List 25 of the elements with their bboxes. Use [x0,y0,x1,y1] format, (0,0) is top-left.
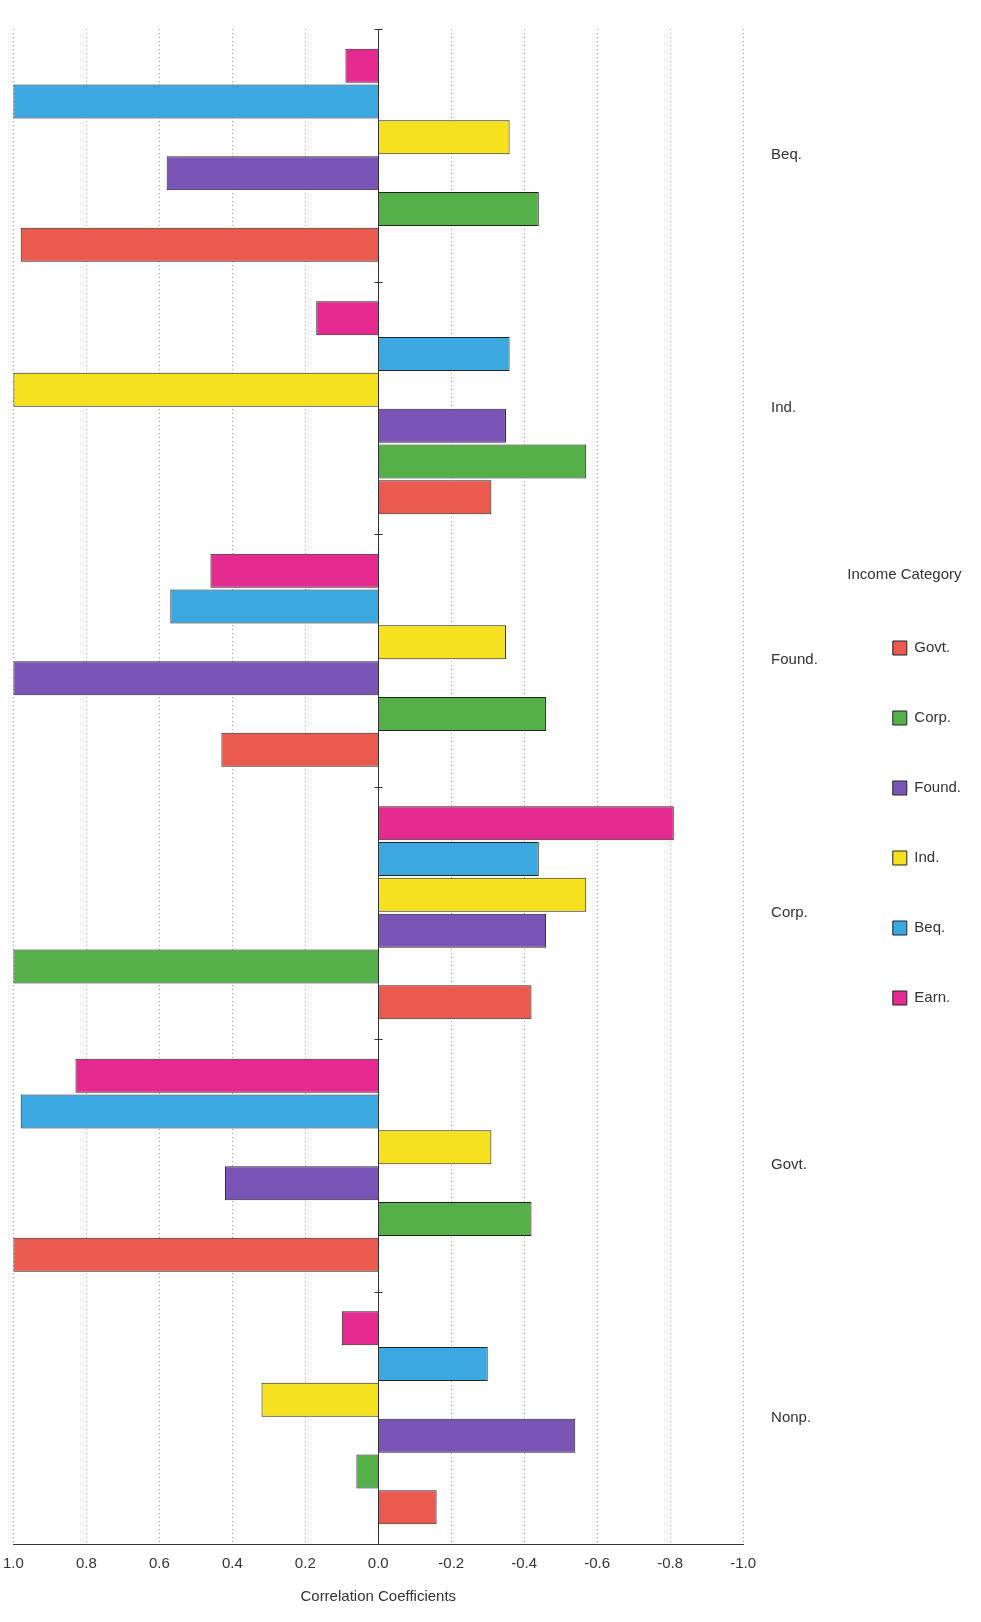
x-tick-label: 0.0 [367,1554,389,1572]
y-tick-label: Found. [771,650,818,668]
x-tick-label: 1.0 [3,1554,24,1572]
legend-label: Ind. [914,848,940,866]
x-tick-label: 0.6 [148,1554,170,1572]
x-tick-label: -0.8 [657,1554,684,1572]
legend-label: Found. [914,778,961,796]
x-tick-label: 0.8 [75,1554,97,1572]
x-tick-label: -0.6 [584,1554,611,1572]
legend-label: Earn. [914,988,951,1006]
x-tick-label: 0.2 [294,1554,316,1572]
x-tick-label: -1.0 [730,1554,757,1572]
legend-title: Income Category [847,565,962,583]
y-tick-label: Nonp. [771,1407,812,1425]
legend-label: Corp. [914,708,951,726]
y-tick-label: Corp. [771,902,808,920]
x-axis-title: Correlation Coefficients [300,1587,457,1605]
y-tick-label: Govt. [771,1155,807,1173]
y-tick-label: Beq. [771,145,802,163]
x-tick-label: -0.4 [511,1554,538,1572]
x-tick-label: 0.4 [221,1554,243,1572]
legend-label: Govt. [914,638,951,656]
legend-label: Beq. [914,918,946,936]
y-tick-label: Ind. [771,397,797,415]
x-tick-label: -0.2 [438,1554,465,1572]
